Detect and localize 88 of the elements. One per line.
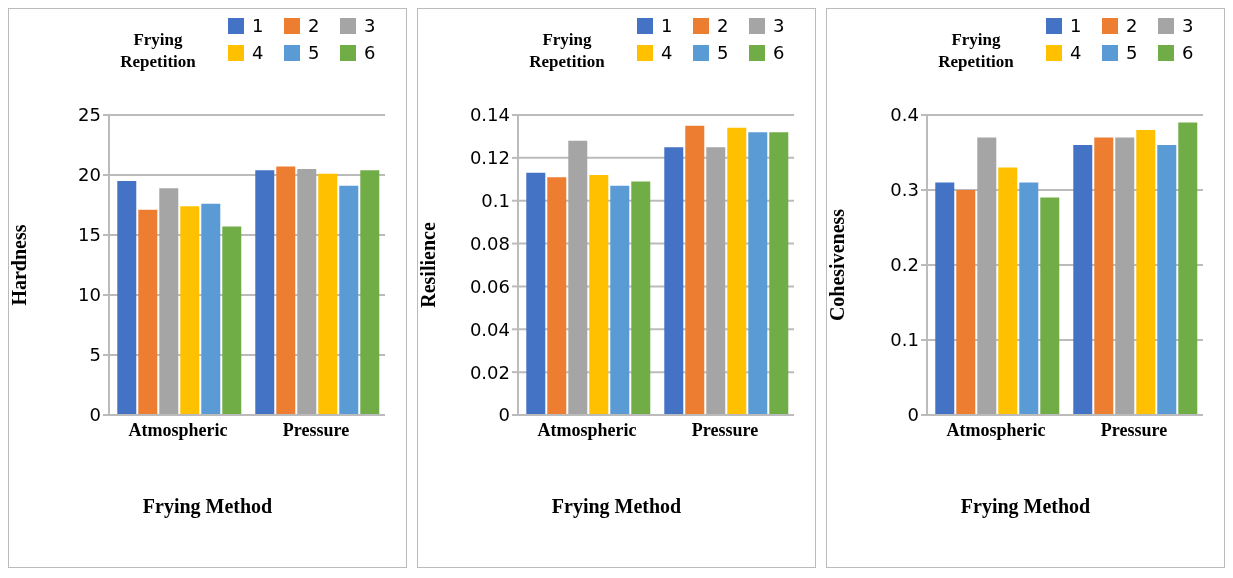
bar bbox=[180, 206, 200, 415]
y-tick-label: 20 bbox=[78, 164, 101, 186]
legend-label: 6 bbox=[363, 42, 377, 63]
y-tick-label: 0.2 bbox=[890, 254, 919, 276]
legend-label: 5 bbox=[1125, 42, 1139, 63]
legend-label: 2 bbox=[307, 15, 321, 36]
y-tick-label: 15 bbox=[78, 224, 101, 246]
y-tick-label: 0 bbox=[907, 404, 919, 426]
bar bbox=[685, 125, 705, 415]
y-tick-label: 0.1 bbox=[481, 190, 510, 212]
bar bbox=[117, 181, 137, 415]
bar bbox=[526, 172, 546, 415]
legend-label: 5 bbox=[716, 42, 730, 63]
y-tick-label: 0.12 bbox=[469, 147, 510, 169]
y-tick-label: 5 bbox=[89, 344, 101, 366]
bar bbox=[706, 147, 726, 415]
bar bbox=[1040, 197, 1060, 415]
bar bbox=[631, 181, 651, 415]
legend-label: 6 bbox=[1181, 42, 1195, 63]
y-axis-title: Cohesiveness bbox=[826, 208, 849, 322]
bar bbox=[935, 182, 955, 415]
bar bbox=[610, 185, 630, 415]
legend-label: 3 bbox=[772, 15, 786, 36]
legend-title: Frying Repetition bbox=[528, 29, 606, 73]
y-axis-title: Hardness bbox=[8, 224, 31, 306]
x-axis-title: Frying Method bbox=[141, 495, 274, 518]
bar bbox=[589, 175, 609, 415]
bar bbox=[977, 137, 997, 415]
bar bbox=[956, 190, 976, 415]
bar bbox=[360, 170, 380, 415]
x-tick-label: Atmospheric bbox=[946, 419, 1046, 440]
bar bbox=[222, 226, 242, 415]
y-tick-label: 0.14 bbox=[469, 104, 510, 126]
y-tick-label: 0.02 bbox=[469, 361, 510, 383]
bar bbox=[1178, 122, 1198, 415]
x-tick-label: Pressure bbox=[1100, 419, 1168, 440]
bar bbox=[664, 147, 684, 415]
legend-label: 2 bbox=[716, 15, 730, 36]
bar bbox=[547, 177, 567, 415]
x-axis-title: Frying Method bbox=[550, 495, 683, 518]
bar bbox=[1094, 137, 1114, 415]
legend-label: 1 bbox=[1069, 15, 1083, 36]
bar bbox=[297, 169, 317, 415]
bar bbox=[1019, 182, 1039, 415]
bar bbox=[1157, 145, 1177, 415]
bar bbox=[159, 188, 179, 415]
bar bbox=[276, 166, 296, 415]
y-tick-label: 10 bbox=[78, 284, 101, 306]
bar bbox=[1136, 130, 1156, 415]
bar bbox=[1115, 137, 1135, 415]
legend-label: 3 bbox=[363, 15, 377, 36]
legend-label: 4 bbox=[660, 42, 674, 63]
x-tick-label: Atmospheric bbox=[537, 419, 637, 440]
bar bbox=[769, 132, 789, 415]
bar bbox=[727, 127, 747, 415]
legend-label: 4 bbox=[1069, 42, 1083, 63]
bar bbox=[318, 173, 338, 415]
y-tick-label: 0.4 bbox=[890, 104, 919, 126]
y-tick-label: 0 bbox=[498, 404, 510, 426]
y-tick-label: 0.06 bbox=[469, 275, 510, 297]
y-tick-label: 0.3 bbox=[890, 179, 919, 201]
legend-label: 1 bbox=[660, 15, 674, 36]
x-axis-title: Frying Method bbox=[959, 495, 1092, 518]
y-tick-label: 0.1 bbox=[890, 329, 919, 351]
y-tick-label: 25 bbox=[78, 104, 101, 126]
legend-label: 6 bbox=[772, 42, 786, 63]
x-tick-label: Atmospheric bbox=[128, 419, 228, 440]
x-tick-label: Pressure bbox=[282, 419, 350, 440]
legend-label: 5 bbox=[307, 42, 321, 63]
legend-title: Frying Repetition bbox=[119, 29, 197, 73]
x-tick-label: Pressure bbox=[691, 419, 759, 440]
bar bbox=[201, 203, 221, 415]
legend-label: 4 bbox=[251, 42, 265, 63]
bar bbox=[1073, 145, 1093, 415]
bar bbox=[748, 132, 768, 415]
legend-label: 1 bbox=[251, 15, 265, 36]
y-tick-label: 0.04 bbox=[469, 318, 510, 340]
y-tick-label: 0 bbox=[89, 404, 101, 426]
bar bbox=[998, 167, 1018, 415]
y-axis-title: Resilience bbox=[417, 222, 440, 308]
legend-label: 2 bbox=[1125, 15, 1139, 36]
legend-label: 3 bbox=[1181, 15, 1195, 36]
legend-title: Frying Repetition bbox=[937, 29, 1015, 73]
y-tick-label: 0.08 bbox=[469, 232, 510, 254]
bar bbox=[568, 140, 588, 415]
bar bbox=[255, 170, 275, 415]
bar bbox=[339, 185, 359, 415]
bar bbox=[138, 209, 158, 415]
